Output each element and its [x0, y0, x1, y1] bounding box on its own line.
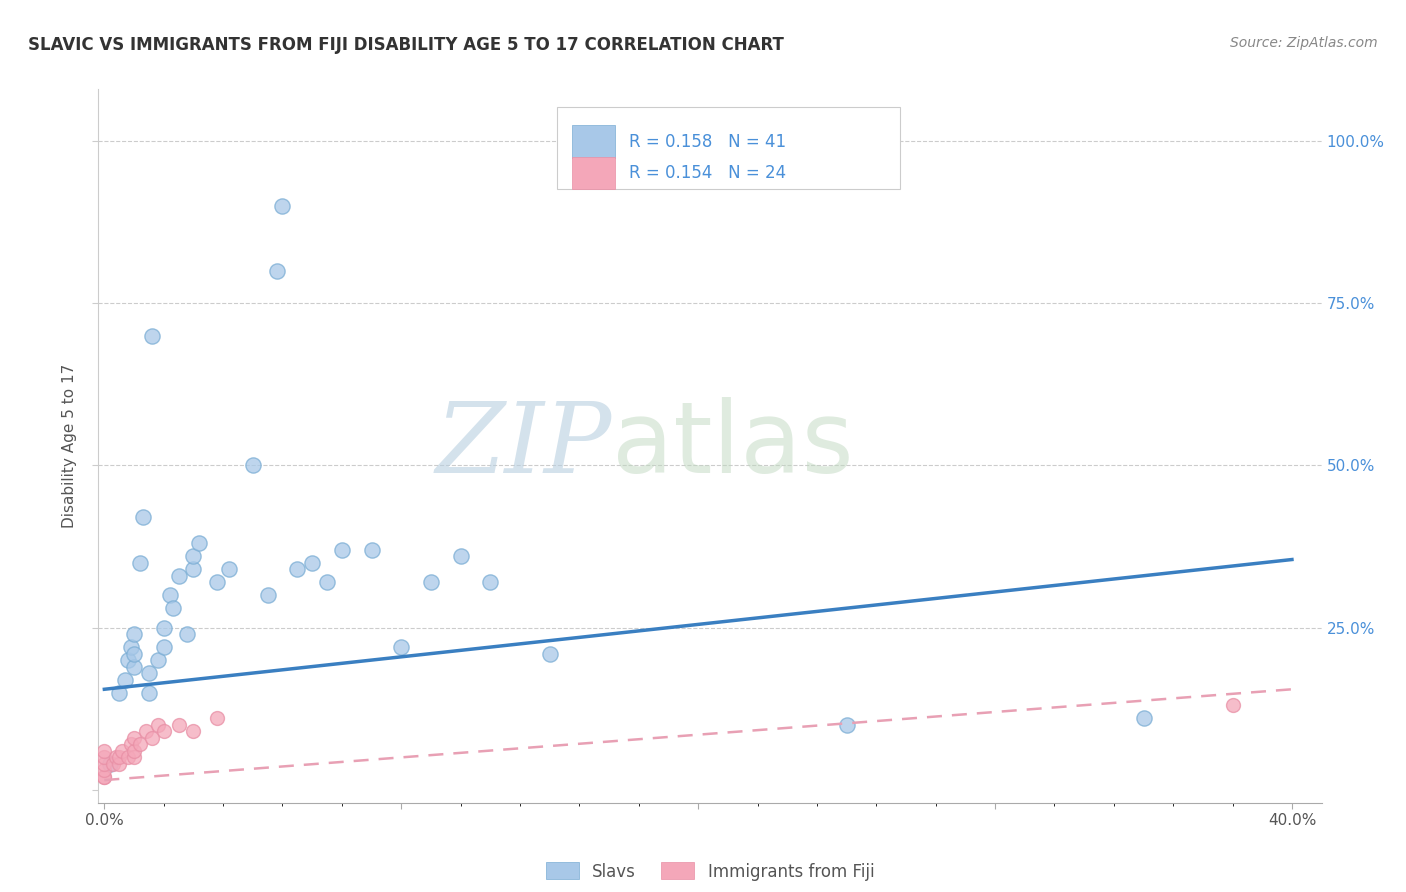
Point [120, 738, 142, 752]
Text: R = 0.158   N = 41: R = 0.158 N = 41 [630, 133, 786, 151]
Point [108, 756, 131, 771]
Point [129, 738, 152, 752]
Point [135, 724, 157, 739]
Point [835, 718, 858, 732]
Point [389, 640, 412, 654]
Point [152, 724, 174, 739]
Point [138, 666, 160, 681]
Point [159, 588, 181, 602]
Point [98, 756, 121, 771]
Point [111, 744, 134, 758]
Point [205, 711, 228, 725]
Point [152, 621, 174, 635]
Point [242, 458, 264, 473]
Point [183, 724, 205, 739]
Point [183, 562, 205, 576]
Point [162, 601, 184, 615]
Point [120, 640, 142, 654]
Point [141, 328, 163, 343]
Point [105, 750, 128, 764]
Text: SLAVIC VS IMMIGRANTS FROM FIJI DISABILITY AGE 5 TO 17 CORRELATION CHART: SLAVIC VS IMMIGRANTS FROM FIJI DISABILIT… [28, 36, 785, 54]
Point [93, 770, 115, 784]
Point [271, 199, 294, 213]
Point [218, 562, 240, 576]
Point [103, 756, 125, 771]
Text: ZIP: ZIP [436, 399, 612, 493]
Point [117, 750, 139, 764]
Point [1222, 698, 1244, 713]
FancyBboxPatch shape [572, 157, 614, 189]
Text: R = 0.154   N = 24: R = 0.154 N = 24 [630, 164, 786, 182]
Point [188, 536, 211, 550]
Point [360, 542, 382, 557]
Point [132, 510, 155, 524]
Point [176, 627, 198, 641]
Point [141, 731, 163, 745]
Point [122, 659, 145, 673]
Point [93, 764, 115, 778]
Point [479, 575, 502, 590]
Point [122, 744, 145, 758]
Point [114, 673, 136, 687]
Point [167, 568, 190, 582]
Text: Source: ZipAtlas.com: Source: ZipAtlas.com [1230, 36, 1378, 50]
Point [256, 588, 278, 602]
Point [285, 562, 308, 576]
Point [138, 685, 160, 699]
Point [93, 744, 115, 758]
Point [330, 542, 353, 557]
Point [152, 640, 174, 654]
Legend: Slavs, Immigrants from Fiji: Slavs, Immigrants from Fiji [538, 855, 882, 888]
Point [420, 575, 443, 590]
Point [122, 627, 145, 641]
Point [93, 750, 115, 764]
Point [146, 718, 169, 732]
Point [108, 685, 131, 699]
FancyBboxPatch shape [572, 126, 614, 158]
Point [450, 549, 472, 564]
Point [183, 549, 205, 564]
Point [122, 750, 145, 764]
Point [122, 647, 145, 661]
Point [122, 731, 145, 745]
Point [108, 750, 131, 764]
FancyBboxPatch shape [557, 107, 900, 189]
Text: atlas: atlas [612, 398, 853, 494]
Point [1132, 711, 1154, 725]
Point [316, 575, 339, 590]
Y-axis label: Disability Age 5 to 17: Disability Age 5 to 17 [62, 364, 77, 528]
Point [167, 718, 190, 732]
Point [146, 653, 169, 667]
Point [205, 575, 228, 590]
Point [129, 556, 152, 570]
Point [93, 770, 115, 784]
Point [301, 556, 323, 570]
Point [117, 653, 139, 667]
Point [538, 647, 561, 661]
Point [266, 264, 288, 278]
Point [93, 756, 115, 771]
